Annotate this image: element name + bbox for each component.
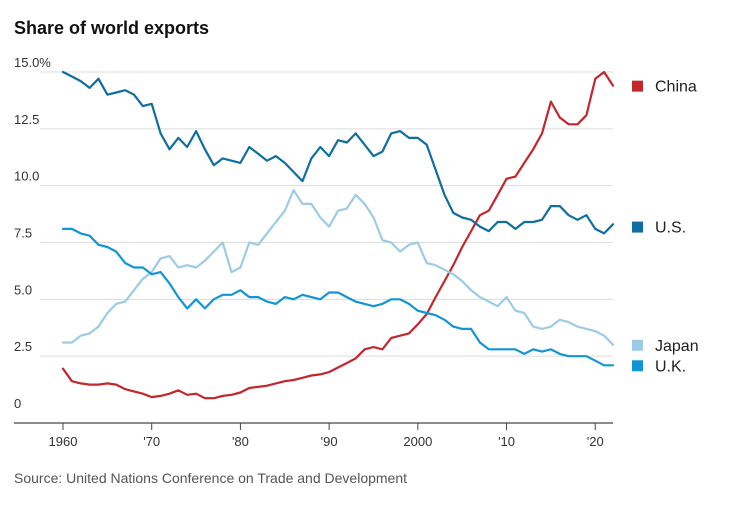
x-tick-label: '80 xyxy=(232,434,249,449)
legend-label-uk: U.K. xyxy=(655,358,686,375)
x-tick-label: 1960 xyxy=(49,434,78,449)
y-tick-label: 0 xyxy=(14,396,21,411)
series-line-china xyxy=(61,70,615,400)
x-tick-label: '70 xyxy=(143,434,160,449)
legend-swatch-uk xyxy=(632,360,643,372)
legend-label-us: U.S. xyxy=(655,220,686,237)
legend: China U.S. Japan U.K. xyxy=(632,79,699,375)
x-tick-label: '10 xyxy=(498,434,515,449)
legend-label-japan: Japan xyxy=(655,338,699,355)
series-lines xyxy=(61,70,615,400)
y-tick-label: 10.0 xyxy=(14,169,39,184)
x-tick-label: '90 xyxy=(321,434,338,449)
chart-title: Share of world exports xyxy=(14,18,210,38)
y-axis-ticks: 15.0% 12.5 10.0 7.5 5.0 2.5 0 xyxy=(14,55,51,411)
legend-swatch-japan xyxy=(632,339,643,351)
x-axis: 1960 '70 '80 '90 2000 '10 '20 xyxy=(14,422,613,449)
y-tick-label: 15.0% xyxy=(14,55,51,70)
y-tick-label: 12.5 xyxy=(14,112,39,127)
y-tick-label: 2.5 xyxy=(14,339,32,354)
y-tick-label: 5.0 xyxy=(14,282,32,297)
gridlines xyxy=(40,71,613,357)
series-line-uk xyxy=(61,227,615,367)
source-note: Source: United Nations Conference on Tra… xyxy=(14,470,408,486)
x-tick-label: 2000 xyxy=(403,434,432,449)
legend-swatch-china xyxy=(632,80,643,92)
y-tick-label: 7.5 xyxy=(14,226,32,241)
series-line-japan xyxy=(61,189,615,346)
legend-swatch-us xyxy=(632,221,643,233)
x-tick-label: '20 xyxy=(587,434,604,449)
legend-label-china: China xyxy=(655,79,697,96)
series-line-us xyxy=(61,70,615,235)
